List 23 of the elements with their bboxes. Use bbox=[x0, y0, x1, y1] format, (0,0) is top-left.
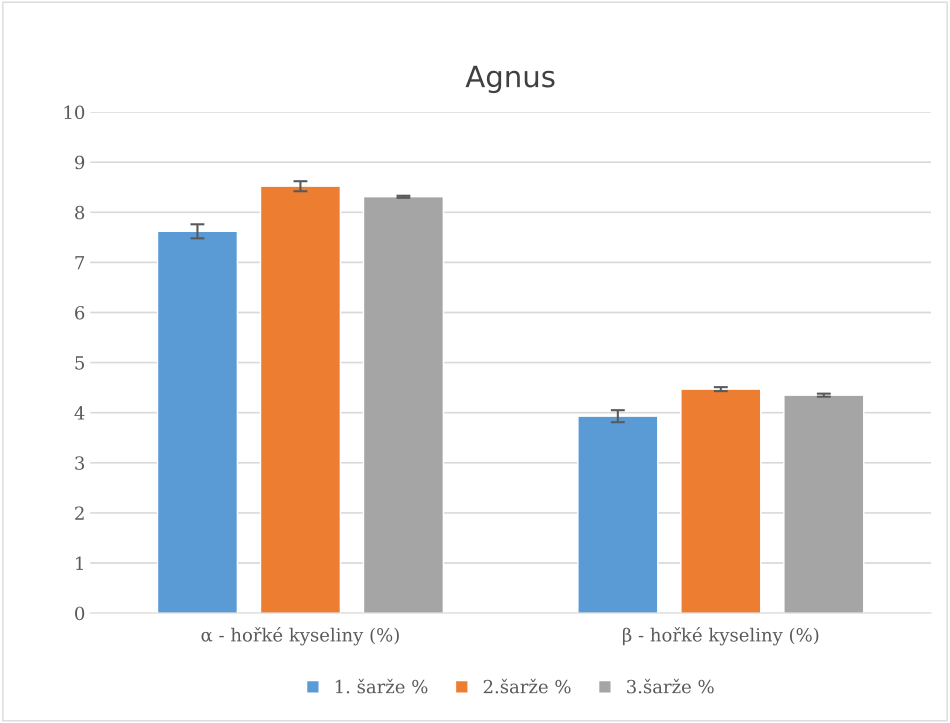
legend-label: 3.šarže % bbox=[627, 678, 714, 694]
y-tick-label: 10 bbox=[64, 106, 84, 120]
y-tick-label: 4 bbox=[74, 406, 84, 420]
y-tick-label: 6 bbox=[75, 306, 84, 320]
x-tick-label: α - hořké kyseliny (%) bbox=[201, 626, 399, 646]
bar bbox=[156, 230, 238, 614]
bar bbox=[680, 388, 762, 614]
legend-label: 2.šarže % bbox=[484, 678, 571, 694]
y-tick-label: 9 bbox=[75, 156, 84, 170]
y-tick-label: 5 bbox=[75, 356, 84, 370]
y-tick-label: 3 bbox=[75, 456, 84, 470]
y-tick-label: 2 bbox=[75, 506, 84, 520]
y-tick-label: 0 bbox=[75, 606, 84, 620]
bar bbox=[783, 394, 864, 614]
x-tick-label: β - hořké kyseliny (%) bbox=[622, 626, 818, 646]
bar bbox=[577, 416, 658, 614]
y-tick-label: 7 bbox=[75, 256, 84, 270]
y-tick-label: 8 bbox=[75, 206, 84, 220]
legend-label: 1. šarže % bbox=[336, 678, 428, 694]
bar bbox=[362, 196, 444, 614]
y-tick-label: 1 bbox=[76, 556, 83, 570]
chart-title: Agnus bbox=[466, 66, 555, 94]
bar bbox=[260, 186, 342, 614]
